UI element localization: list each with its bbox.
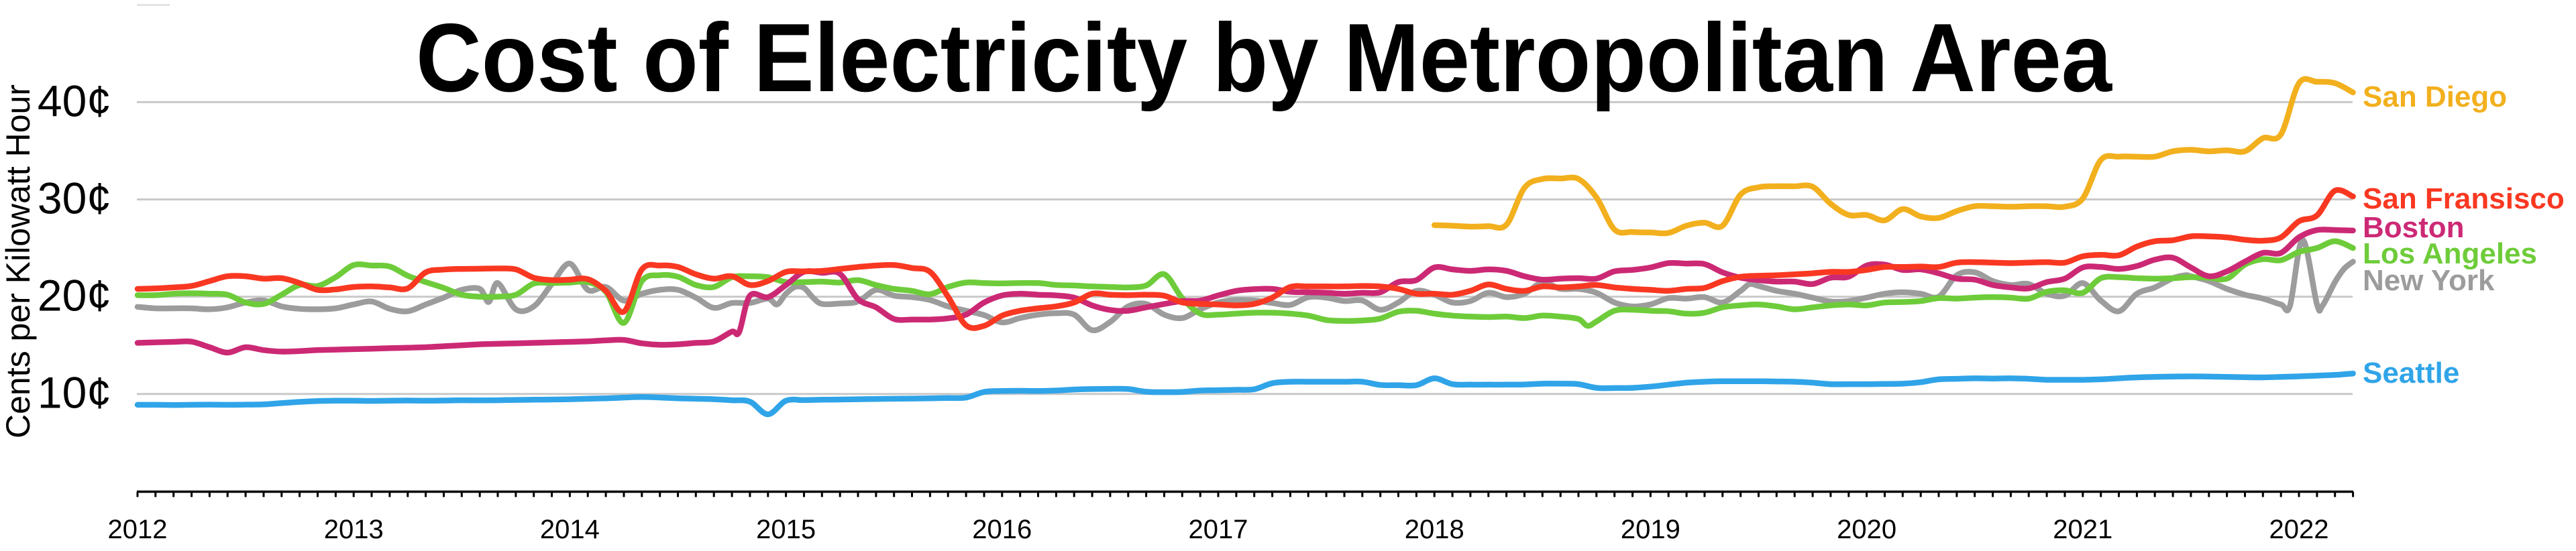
svg-text:2020: 2020 — [1837, 515, 1896, 544]
svg-text:2013: 2013 — [324, 515, 384, 544]
svg-text:2012: 2012 — [108, 515, 168, 544]
svg-text:40¢: 40¢ — [38, 76, 111, 125]
svg-text:2017: 2017 — [1189, 515, 1248, 544]
svg-text:Cost of Electricity by Metropo: Cost of Electricity by Metropolitan Area — [416, 3, 2112, 112]
svg-text:10¢: 10¢ — [38, 368, 111, 418]
svg-text:2014: 2014 — [540, 515, 600, 544]
svg-text:2021: 2021 — [2053, 515, 2112, 544]
svg-text:San Diego: San Diego — [2363, 80, 2507, 113]
svg-text:Los Angeles: Los Angeles — [2363, 237, 2537, 270]
svg-text:2018: 2018 — [1405, 515, 1464, 544]
svg-text:20¢: 20¢ — [38, 271, 111, 320]
svg-text:30¢: 30¢ — [38, 174, 111, 223]
svg-text:Boston: Boston — [2363, 211, 2465, 244]
svg-text:New York: New York — [2363, 264, 2495, 297]
svg-text:2015: 2015 — [756, 515, 816, 544]
svg-text:2019: 2019 — [1621, 515, 1680, 544]
svg-text:Cents per Kilowatt Hour: Cents per Kilowatt Hour — [0, 84, 37, 438]
svg-text:2016: 2016 — [972, 515, 1032, 544]
svg-text:2022: 2022 — [2269, 515, 2329, 544]
svg-text:Seattle: Seattle — [2363, 357, 2459, 389]
svg-text:San Fransisco: San Fransisco — [2363, 182, 2565, 215]
